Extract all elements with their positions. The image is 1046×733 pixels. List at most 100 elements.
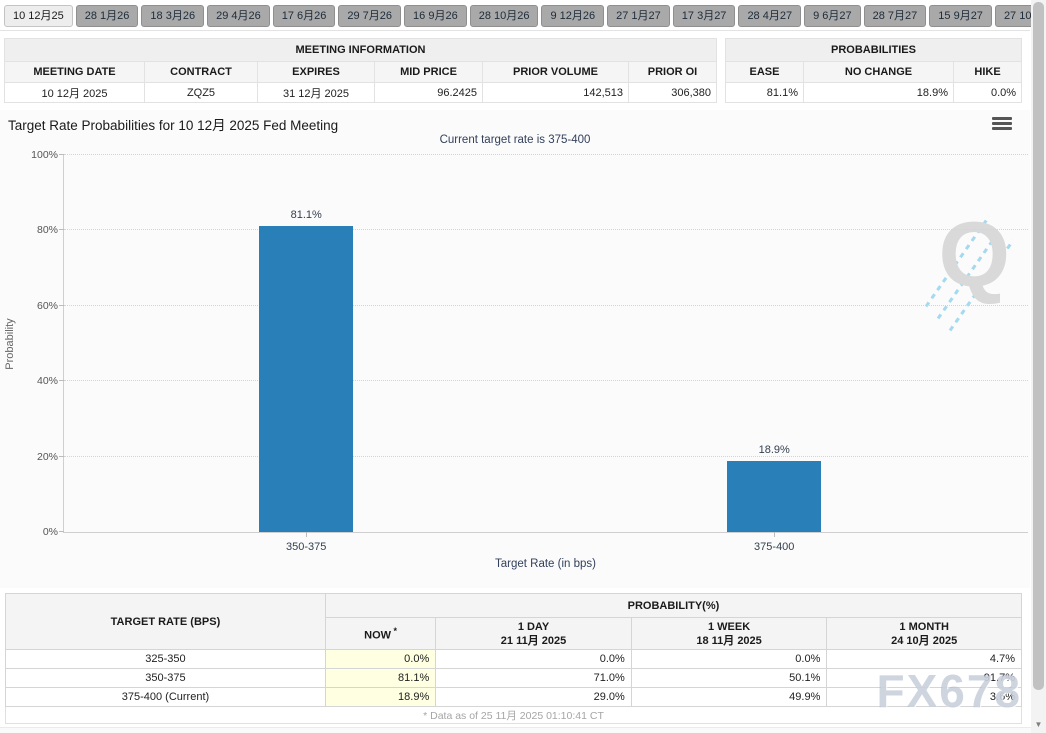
tab-meeting-10[interactable]: 17 3月27 [672, 5, 736, 27]
ytick-mark-60% [59, 304, 64, 306]
prob-col-header-1: NO CHANGE [803, 61, 954, 83]
history-1month-0: 4.7% [826, 649, 1022, 669]
meeting-col-header-4: PRIOR VOLUME [482, 61, 629, 83]
horizontal-scrollbar-track [0, 727, 1031, 733]
history-now-0: 0.0% [324, 649, 437, 669]
history-1week-0: 0.0% [630, 649, 828, 669]
y-axis-title: Probability [4, 318, 16, 370]
gridline-80% [64, 229, 1028, 231]
info-tables: MEETING INFORMATION MEETING DATE CONTRACT… [0, 38, 1030, 103]
meeting-value-2: 31 12月 2025 [257, 82, 375, 103]
history-1week-2: 49.9% [630, 687, 828, 707]
scrollbar-down-arrow-icon[interactable]: ▼ [1034, 720, 1043, 729]
tab-meeting-1[interactable]: 28 1月26 [75, 5, 139, 27]
prob-col-header-2: HIKE [952, 61, 1023, 83]
tab-meeting-12[interactable]: 9 6月27 [804, 5, 861, 27]
history-1week-1: 50.1% [630, 668, 828, 688]
history-rate-0: 325-350 [5, 649, 326, 669]
tab-meeting-7[interactable]: 28 10月26 [469, 5, 539, 27]
history-subheader-3: 1 MONTH 24 10月 2025 [826, 617, 1022, 650]
tab-meeting-11[interactable]: 28 4月27 [738, 5, 802, 27]
history-row-375-400 (Current): 375-400 (Current) 18.9% 29.0% 49.9% 3.6% [5, 687, 1022, 707]
bar-350-375[interactable] [259, 226, 354, 532]
x-axis-title: Target Rate (in bps) [495, 558, 596, 570]
vertical-scrollbar[interactable]: ▼ [1031, 0, 1046, 733]
history-1month-1: 91.7% [826, 668, 1022, 688]
probability-history-table: TARGET RATE (BPS) PROBABILITY(%) NOW * 1 … [5, 593, 1023, 724]
prob-value-2: 0.0% [952, 82, 1023, 103]
history-row-325-350: 325-350 0.0% 0.0% 0.0% 4.7% [5, 649, 1022, 669]
tab-meeting-5[interactable]: 29 7月26 [338, 5, 402, 27]
gridline-40% [64, 380, 1028, 382]
hamburger-menu-icon[interactable] [992, 117, 1012, 133]
xtick-label-375-400: 375-400 [754, 541, 795, 553]
history-rate-1: 350-375 [5, 668, 326, 688]
meeting-col-header-0: MEETING DATE [4, 61, 145, 83]
xtick-mark-350-375 [306, 532, 308, 537]
target-rate-bps-header: TARGET RATE (BPS) [5, 593, 326, 650]
ytick-mark-80% [59, 229, 64, 231]
meeting-info-columns: MEETING DATE CONTRACT EXPIRES MID PRICE PRIO… [4, 61, 717, 83]
history-1day-1: 71.0% [435, 668, 632, 688]
meeting-value-3: 96.2425 [374, 82, 483, 103]
probabilities-summary-table: PROBABILITIES EASE NO CHANGE HIKE 81.1% 18.… [724, 38, 1023, 103]
chart-subtitle: Current target rate is 375-400 [439, 134, 591, 146]
chart-title: Target Rate Probabilities for 10 12月 202… [8, 118, 339, 133]
prob-value-0: 81.1% [725, 82, 804, 103]
ytick-mark-100% [59, 154, 64, 155]
history-subheader-row: NOW * 1 DAY 21 11月 2025 1 WEEK 18 11月 2025 1 … [6, 617, 1022, 650]
bar-375-400[interactable] [727, 460, 822, 532]
meeting-value-5: 306,380 [628, 82, 717, 103]
gridline-60% [64, 304, 1028, 306]
xtick-mark-375-400 [774, 532, 776, 537]
xtick-label-350-375: 350-375 [286, 541, 327, 553]
history-1day-2: 29.0% [435, 687, 632, 707]
ytick-label-60%: 60% [36, 299, 58, 312]
gridline-20% [64, 455, 1028, 457]
tab-meeting-6[interactable]: 16 9月26 [404, 5, 467, 27]
probabilities-columns: EASE NO CHANGE HIKE [725, 61, 1023, 83]
tab-meeting-14[interactable]: 15 9月27 [929, 5, 992, 27]
tab-meeting-8[interactable]: 9 12月26 [541, 5, 605, 27]
logo-letter: Q [938, 204, 1010, 306]
ytick-label-0%: 0% [42, 526, 58, 538]
history-1day-0: 0.0% [435, 649, 632, 669]
tab-meeting-13[interactable]: 28 7月27 [863, 5, 927, 27]
gridline-100% [64, 154, 1028, 155]
history-rate-2: 375-400 (Current) [5, 687, 326, 707]
history-1month-2: 3.6% [826, 687, 1022, 707]
meeting-info-table: MEETING INFORMATION MEETING DATE CONTRACT… [4, 38, 717, 103]
history-rows: 325-350 0.0% 0.0% 0.0% 4.7% 350-375 81.1% 71.0%… [5, 649, 1022, 707]
history-now-2: 18.9% [324, 687, 437, 707]
ytick-mark-40% [59, 380, 64, 382]
history-subheader-1: 1 DAY 21 11月 2025 [435, 617, 632, 650]
tab-meeting-2[interactable]: 18 3月26 [141, 5, 205, 27]
meeting-value-0: 10 12月 2025 [4, 82, 145, 103]
vertical-scrollbar-thumb[interactable] [1033, 2, 1044, 690]
meeting-col-header-2: EXPIRES [257, 61, 375, 83]
history-row-350-375: 350-375 81.1% 71.0% 50.1% 91.7% [5, 668, 1022, 688]
meeting-info-title: MEETING INFORMATION [4, 38, 717, 62]
chart-section: Target Rate Probabilities for 10 12月 202… [0, 110, 1030, 588]
tab-meeting-0[interactable]: 10 12月25 [4, 5, 73, 27]
history-subheader-2: 1 WEEK 18 11月 2025 [630, 617, 828, 650]
history-subheader-0: NOW * [324, 617, 437, 650]
logo-stripe [948, 239, 1015, 332]
history-now-1: 81.1% [324, 668, 437, 688]
tab-meeting-9[interactable]: 27 1月27 [607, 5, 670, 27]
meeting-tabs: 10 12月25 28 1月26 18 3月26 29 4月26 17 6月26 29 7… [0, 0, 1046, 31]
ytick-mark-0% [59, 531, 64, 532]
prob-col-header-0: EASE [725, 61, 804, 83]
meeting-value-1: ZQZ5 [144, 82, 258, 103]
tab-meeting-4[interactable]: 17 6月26 [272, 5, 336, 27]
bar-value-label-350-375: 81.1% [290, 209, 322, 222]
meeting-col-header-5: PRIOR OI [628, 61, 717, 83]
meeting-value-4: 142,513 [482, 82, 629, 103]
ytick-label-40%: 40% [36, 375, 58, 388]
ytick-label-80%: 80% [36, 224, 58, 237]
data-as-of-footnote: * Data as of 25 11月 2025 01:10:41 CT [5, 706, 1022, 724]
tab-meeting-3[interactable]: 29 4月26 [207, 5, 270, 27]
meeting-info-values: 10 12月 2025 ZQZ5 31 12月 2025 96.2425 142,513… [4, 82, 717, 103]
probabilities-title: PROBABILITIES [724, 38, 1023, 62]
